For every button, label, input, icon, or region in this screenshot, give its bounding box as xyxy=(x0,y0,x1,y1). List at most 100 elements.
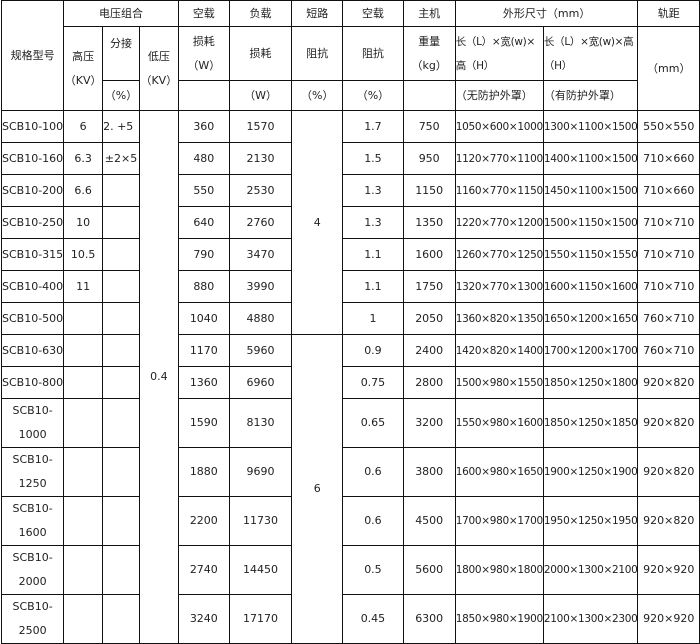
header-row-2: 高压 （KV） 分接 低压 （KV） 损耗 （W） 损耗 阻抗 阻抗 重量 （kg） 长… xyxy=(2,26,700,111)
table-row: SCB10-315 10.5 790 3470 1.1 1600 1260×770×1250… xyxy=(0,238,700,271)
model-cell: SCB10-500 xyxy=(0,302,65,335)
dim-b-cell: 1600×1150×1600 xyxy=(542,270,639,303)
header-voltage-group: 电压组合 xyxy=(63,0,179,27)
noload-loss-cell: 2200 xyxy=(177,496,230,546)
noload-current-cell: 0.6 xyxy=(342,496,404,546)
gauge-cell: 760×710 xyxy=(637,302,700,335)
tap-cell: 2. +5 xyxy=(102,110,140,143)
dim-b-cell: 2100×1300×2300 xyxy=(542,594,639,644)
header-high-voltage: 高压 （KV） xyxy=(63,26,104,111)
weight-cell: 1600 xyxy=(402,238,456,271)
load-loss-cell: 5960 xyxy=(228,334,293,367)
header-dims-a: 长（L）×宽(w)×高（H） xyxy=(454,26,544,81)
dim-a-cell: 1700×980×1700 xyxy=(454,496,544,546)
model-cell: SCB10-400 xyxy=(0,270,65,303)
dim-a-cell: 1600×980×1650 xyxy=(454,447,544,497)
header-low-voltage-label: 低压 xyxy=(147,49,170,63)
header-low-voltage-unit: （KV） xyxy=(140,73,178,87)
high-voltage-cell: 10 xyxy=(63,206,104,239)
noload-current-cell: 0.65 xyxy=(342,398,404,448)
low-voltage-cell: 0.4 xyxy=(138,110,179,644)
header-short-imp-unit: （%） xyxy=(291,80,344,111)
header-low-voltage: 低压 （KV） xyxy=(138,26,179,111)
dim-b-cell: 1650×1200×1650 xyxy=(542,302,639,335)
header-high-voltage-unit: （KV） xyxy=(64,73,102,87)
weight-cell: 1350 xyxy=(402,206,456,239)
high-voltage-cell: 10.5 xyxy=(63,238,104,271)
short-impedance-cell: 4 xyxy=(291,110,344,335)
high-voltage-cell xyxy=(63,302,104,335)
noload-current-cell: 0.45 xyxy=(342,594,404,644)
table-row: SCB10-630 1170 5960 6 0.9 2400 1420×820×1400 17… xyxy=(0,334,700,644)
model-cell: SCB10-1000 xyxy=(0,398,65,448)
dim-b-cell: 1450×1100×1500 xyxy=(542,174,639,207)
table-row: SCB10-1250 1880 9690 0.6 3800 1600×980×1650 19… xyxy=(0,447,700,497)
noload-loss-cell: 790 xyxy=(177,238,230,271)
dim-b-cell: 1950×1250×1950 xyxy=(542,496,639,546)
gauge-cell: 550×550 xyxy=(637,110,700,143)
gauge-cell: 760×710 xyxy=(637,334,700,367)
table-row: SCB10-2500 3240 17170 0.45 6300 1850×980×1900… xyxy=(0,594,700,644)
high-voltage-cell: 6.3 xyxy=(63,142,104,175)
noload-loss-cell: 1880 xyxy=(177,447,230,497)
noload-loss-cell: 640 xyxy=(177,206,230,239)
weight-cell: 5600 xyxy=(402,545,456,595)
model-cell: SCB10-1250 xyxy=(0,447,65,497)
model-cell: SCB10-160 xyxy=(0,142,65,175)
model-cell: SCB10-800 xyxy=(0,366,65,399)
header-gauge: 轨距 xyxy=(637,0,700,27)
load-loss-cell: 1570 xyxy=(228,110,293,143)
noload-loss-cell: 360 xyxy=(177,110,230,143)
header-load-loss: 损耗 xyxy=(228,26,293,81)
tap-cell xyxy=(102,334,140,367)
header-noload-loss-unit: （W） xyxy=(187,58,221,72)
dim-a-cell: 1800×980×1800 xyxy=(454,545,544,595)
model-cell: SCB10-630 xyxy=(0,334,65,367)
gauge-cell: 920×820 xyxy=(637,447,700,497)
noload-current-cell: 0.9 xyxy=(342,334,404,367)
header-weight: 重量 （kg） xyxy=(402,26,456,81)
noload-current-cell: 1.3 xyxy=(342,174,404,207)
header-noload-loss: 损耗 （W） xyxy=(177,26,230,81)
load-loss-cell: 2530 xyxy=(228,174,293,207)
table-row: SCB10-1600 2200 11730 0.6 4500 1700×980×1700 1… xyxy=(0,496,700,546)
dim-a-cell: 1320×770×1300 xyxy=(454,270,544,303)
model-cell: SCB10-2500 xyxy=(0,594,65,644)
header-noload2-top: 空载 xyxy=(342,0,404,27)
load-loss-cell: 4880 xyxy=(228,302,293,335)
load-loss-cell: 3990 xyxy=(228,270,293,303)
load-loss-cell: 14450 xyxy=(228,545,293,595)
weight-cell: 2800 xyxy=(402,366,456,399)
dim-a-cell: 1360×820×1350 xyxy=(454,302,544,335)
weight-cell: 3800 xyxy=(402,447,456,497)
dim-a-cell: 1160×770×1150 xyxy=(454,174,544,207)
high-voltage-cell xyxy=(63,594,104,644)
noload-loss-cell: 3240 xyxy=(177,594,230,644)
header-gauge-unit: （mm） xyxy=(637,26,700,111)
tap-cell xyxy=(102,594,140,644)
noload-loss-cell: 1360 xyxy=(177,366,230,399)
noload-current-cell: 0.75 xyxy=(342,366,404,399)
header-load-loss-unit: （W） xyxy=(228,80,293,111)
high-voltage-cell: 11 xyxy=(63,270,104,303)
header-short-imp: 阻抗 xyxy=(291,26,344,81)
header-noload2-imp: 阻抗 xyxy=(342,26,404,81)
header-row-3: （%） （W） （%） （%） （无防护外罩） （有防护外罩） xyxy=(2,80,700,111)
table-row: SCB10-2000 2740 14450 0.5 5600 1800×980×1800 2… xyxy=(0,545,700,595)
gauge-cell: 710×710 xyxy=(637,238,700,271)
dim-b-cell: 1300×1100×1500 xyxy=(542,110,639,143)
tap-cell xyxy=(102,270,140,303)
noload-current-cell: 1.3 xyxy=(342,206,404,239)
gauge-cell: 920×920 xyxy=(637,594,700,644)
weight-cell: 2400 xyxy=(402,334,456,367)
table-row: SCB10-500 1040 4880 1 2050 1360×820×1350 1650×… xyxy=(0,302,700,335)
weight-cell: 3200 xyxy=(402,398,456,448)
noload-current-cell: 1.1 xyxy=(342,270,404,303)
noload-current-cell: 1.5 xyxy=(342,142,404,175)
high-voltage-cell xyxy=(63,496,104,546)
high-voltage-cell xyxy=(63,334,104,367)
tap-cell xyxy=(102,238,140,271)
gauge-cell: 710×710 xyxy=(637,270,700,303)
gauge-cell: 920×820 xyxy=(637,366,700,399)
